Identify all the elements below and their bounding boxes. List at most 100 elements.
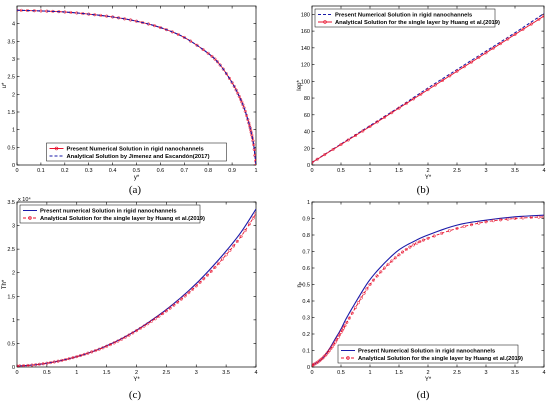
x-tick-label: 0: [310, 370, 313, 376]
data-point: [537, 17, 541, 21]
data-point: [330, 345, 334, 349]
data-point: [484, 220, 488, 224]
data-point: [26, 363, 30, 367]
data-point: [542, 215, 544, 219]
y-axis-label: Iep*: [297, 80, 303, 91]
data-point: [228, 248, 232, 252]
y-tick-label: 20: [304, 146, 310, 152]
data-point: [123, 335, 127, 339]
y-tick-label: 2.5: [7, 247, 15, 253]
data-point: [224, 72, 228, 76]
y-tick-label: 0.8: [302, 233, 310, 239]
legend-marker: [346, 356, 350, 360]
x-tick-label: 0.5: [133, 168, 141, 174]
data-point: [353, 133, 358, 138]
data-point: [21, 364, 26, 367]
data-point: [105, 344, 109, 348]
y-tick-label: 2: [12, 271, 15, 277]
y-tick-label: 2: [12, 92, 15, 98]
series-line-1: [312, 214, 544, 366]
data-point: [56, 359, 60, 363]
legend-label: Present Numerical Solution in rigid nano…: [67, 147, 204, 153]
data-point: [234, 88, 238, 92]
data-point: [142, 324, 146, 328]
x-tick-label: 1: [254, 168, 257, 174]
data-point: [176, 300, 180, 304]
x-tick-label: 4: [254, 370, 257, 376]
data-point: [209, 269, 213, 273]
data-point: [312, 363, 315, 367]
y-tick-label: 60: [304, 113, 310, 119]
data-point: [187, 291, 191, 295]
data-point: [179, 297, 183, 301]
data-point: [189, 39, 193, 43]
data-point: [323, 153, 327, 157]
data-point: [30, 363, 34, 367]
x-tick-label: 1.5: [395, 370, 403, 376]
y-tick-label: 0.6: [302, 266, 310, 272]
data-point: [333, 340, 337, 344]
x-tick-label: 2.5: [453, 168, 461, 174]
data-point: [120, 337, 124, 341]
data-point: [90, 350, 94, 354]
data-point: [404, 101, 408, 106]
data-point: [194, 284, 198, 288]
data-point: [213, 57, 217, 61]
x-tick-label: 0.9: [228, 168, 236, 174]
data-point: [498, 42, 503, 46]
y-tick-label: 1: [307, 200, 310, 206]
data-point: [343, 324, 347, 328]
y-tick-label: 0.7: [302, 250, 310, 256]
data-point: [221, 67, 225, 71]
x-tick-label: 2: [135, 370, 138, 376]
data-point: [217, 261, 221, 265]
x-tick-label: 1.5: [103, 370, 111, 376]
data-point: [224, 253, 228, 257]
data-point: [201, 47, 205, 52]
y-tick-label: 0.5: [7, 341, 15, 347]
data-point: [386, 262, 390, 266]
data-point: [542, 14, 544, 18]
legend-box: [19, 204, 201, 224]
data-point: [390, 259, 394, 263]
x-tick-label: 0.5: [337, 168, 345, 174]
data-point: [477, 221, 481, 225]
data-point: [312, 160, 314, 165]
x-tick-label: 3.5: [222, 370, 230, 376]
legend: Present Numerical Solution in rigid nano…: [46, 142, 227, 162]
data-point: [448, 74, 452, 78]
data-point: [339, 142, 343, 147]
data-point: [18, 364, 22, 367]
y-tick-label: 3: [12, 224, 15, 230]
data-point: [232, 244, 236, 248]
data-point: [350, 311, 354, 315]
y-tick-label: 1.5: [7, 294, 15, 300]
panel-caption: (b): [417, 184, 430, 196]
x-tick-label: 0.7: [180, 168, 188, 174]
x-axis-label: Y*: [425, 175, 432, 181]
series-line-2: [312, 15, 544, 163]
y-tick-label: 0.5: [7, 145, 15, 151]
legend: Present Numerical Solution in rigid nano…: [337, 344, 523, 364]
data-point: [172, 303, 176, 307]
data-point: [93, 349, 97, 353]
data-point: [82, 352, 86, 356]
data-point: [491, 219, 495, 223]
x-tick-label: 2: [426, 168, 429, 174]
data-point: [426, 236, 430, 240]
data-point: [447, 229, 451, 233]
data-point: [210, 54, 214, 58]
data-point: [421, 238, 425, 242]
data-point: [419, 92, 423, 96]
data-point: [347, 316, 351, 320]
data-point: [411, 97, 416, 101]
panel-caption: (d): [417, 389, 430, 401]
data-point: [339, 330, 343, 334]
legend-box: [314, 8, 496, 28]
data-point: [195, 43, 199, 47]
y-axis-label: Th*: [2, 279, 8, 289]
data-point: [60, 358, 64, 362]
y-tick-label: 2.5: [7, 75, 15, 81]
data-point: [375, 120, 379, 124]
data-point: [312, 362, 317, 366]
